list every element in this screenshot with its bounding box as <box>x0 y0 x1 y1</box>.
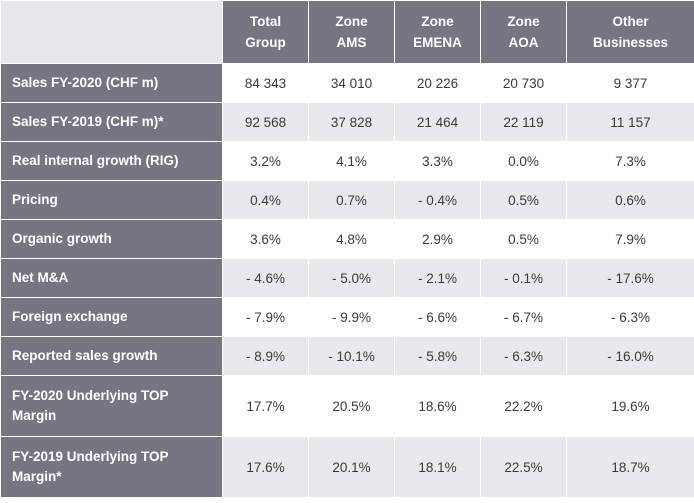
table-cell: 18.1% <box>394 436 481 498</box>
row-label: Net M&A <box>0 258 223 298</box>
table-cell: 11 157 <box>566 102 694 142</box>
table-cell: 0.5% <box>480 219 567 259</box>
table-row: Pricing 0.4% 0.7% - 0.4% 0.5% 0.6% <box>0 180 694 220</box>
column-header-line: Zone <box>335 14 368 29</box>
column-header-other-businesses: Other Businesses <box>566 0 694 64</box>
table-cell: 7.3% <box>566 141 694 181</box>
table-cell: 3.6% <box>222 219 309 259</box>
column-header-line: AMS <box>336 35 367 50</box>
table-cell: 22.2% <box>480 375 567 437</box>
table-cell: 4.1% <box>308 141 395 181</box>
table-row: Reported sales growth - 8.9% - 10.1% - 5… <box>0 336 694 376</box>
header-row: Total Group Zone AMS Zone EMENA Zone AOA… <box>0 0 694 64</box>
table-cell: - 4.6% <box>222 258 309 298</box>
table-cell: - 6.7% <box>480 297 567 337</box>
column-header-line: Group <box>245 35 286 50</box>
column-header-line: EMENA <box>413 35 462 50</box>
table-cell: - 8.9% <box>222 336 309 376</box>
table-cell: 34 010 <box>308 63 395 103</box>
column-header-total-group: Total Group <box>222 0 309 64</box>
table-cell: 9 377 <box>566 63 694 103</box>
table-cell: - 5.0% <box>308 258 395 298</box>
row-label-line: Margin* <box>12 469 62 484</box>
table-cell: 22.5% <box>480 436 567 498</box>
table-cell: 84 343 <box>222 63 309 103</box>
table-cell: 3.2% <box>222 141 309 181</box>
row-label-line: FY-2020 Underlying TOP <box>12 388 169 403</box>
row-label-line: FY-2019 Underlying TOP <box>12 449 169 464</box>
table-cell: 2.9% <box>394 219 481 259</box>
table-cell: 4.8% <box>308 219 395 259</box>
table-row: Sales FY-2019 (CHF m)* 92 568 37 828 21 … <box>0 102 694 142</box>
column-header-line: Zone <box>507 14 540 29</box>
column-header-zone-aoa: Zone AOA <box>480 0 567 64</box>
table-cell: 17.6% <box>222 436 309 498</box>
table-cell: - 7.9% <box>222 297 309 337</box>
table-cell: 20.1% <box>308 436 395 498</box>
column-header-line: Businesses <box>592 35 669 50</box>
column-header-line: Other <box>612 14 649 29</box>
column-header-zone-emena: Zone EMENA <box>394 0 481 64</box>
table-cell: 0.6% <box>566 180 694 220</box>
table-cell: 92 568 <box>222 102 309 142</box>
table-cell: 18.6% <box>394 375 481 437</box>
table-cell: 0.0% <box>480 141 567 181</box>
column-header-line: Zone <box>421 14 454 29</box>
table-cell: - 0.1% <box>480 258 567 298</box>
table-cell: - 6.6% <box>394 297 481 337</box>
table-cell: - 0.4% <box>394 180 481 220</box>
table-cell: 37 828 <box>308 102 395 142</box>
table-cell: 0.5% <box>480 180 567 220</box>
table-cell: 17.7% <box>222 375 309 437</box>
table-row: Foreign exchange - 7.9% - 9.9% - 6.6% - … <box>0 297 694 337</box>
table-cell: 0.7% <box>308 180 395 220</box>
table-cell: 0.4% <box>222 180 309 220</box>
column-header-line: AOA <box>508 35 539 50</box>
table-cell: 21 464 <box>394 102 481 142</box>
table-cell: - 5.8% <box>394 336 481 376</box>
table-cell: - 2.1% <box>394 258 481 298</box>
row-label: Real internal growth (RIG) <box>0 141 223 181</box>
table-cell: 18.7% <box>566 436 694 498</box>
table-row: FY-2020 Underlying TOP Margin 17.7% 20.5… <box>0 375 694 437</box>
table-row: Real internal growth (RIG) 3.2% 4.1% 3.3… <box>0 141 694 181</box>
row-label: Sales FY-2020 (CHF m) <box>0 63 223 103</box>
table-cell: - 6.3% <box>480 336 567 376</box>
table-row: Sales FY-2020 (CHF m) 84 343 34 010 20 2… <box>0 63 694 103</box>
corner-cell <box>0 0 223 64</box>
table-cell: - 17.6% <box>566 258 694 298</box>
table-cell: 20 730 <box>480 63 567 103</box>
table-cell: 20 226 <box>394 63 481 103</box>
column-header-zone-ams: Zone AMS <box>308 0 395 64</box>
table-cell: 20.5% <box>308 375 395 437</box>
table-cell: - 10.1% <box>308 336 395 376</box>
table-row: Organic growth 3.6% 4.8% 2.9% 0.5% 7.9% <box>0 219 694 259</box>
row-label: FY-2019 Underlying TOP Margin* <box>0 436 223 498</box>
table-cell: 3.3% <box>394 141 481 181</box>
table-cell: 19.6% <box>566 375 694 437</box>
row-label-line: Margin <box>12 408 57 423</box>
row-label: Reported sales growth <box>0 336 223 376</box>
table-row: Net M&A - 4.6% - 5.0% - 2.1% - 0.1% - 17… <box>0 258 694 298</box>
row-label: Pricing <box>0 180 223 220</box>
table-cell: - 16.0% <box>566 336 694 376</box>
table-row: FY-2019 Underlying TOP Margin* 17.6% 20.… <box>0 436 694 498</box>
table-cell: 7.9% <box>566 219 694 259</box>
row-label: FY-2020 Underlying TOP Margin <box>0 375 223 437</box>
table-cell: 22 119 <box>480 102 567 142</box>
row-label: Organic growth <box>0 219 223 259</box>
table-cell: - 9.9% <box>308 297 395 337</box>
row-label: Foreign exchange <box>0 297 223 337</box>
column-header-line: Total <box>249 14 282 29</box>
row-label: Sales FY-2019 (CHF m)* <box>0 102 223 142</box>
table-cell: - 6.3% <box>566 297 694 337</box>
